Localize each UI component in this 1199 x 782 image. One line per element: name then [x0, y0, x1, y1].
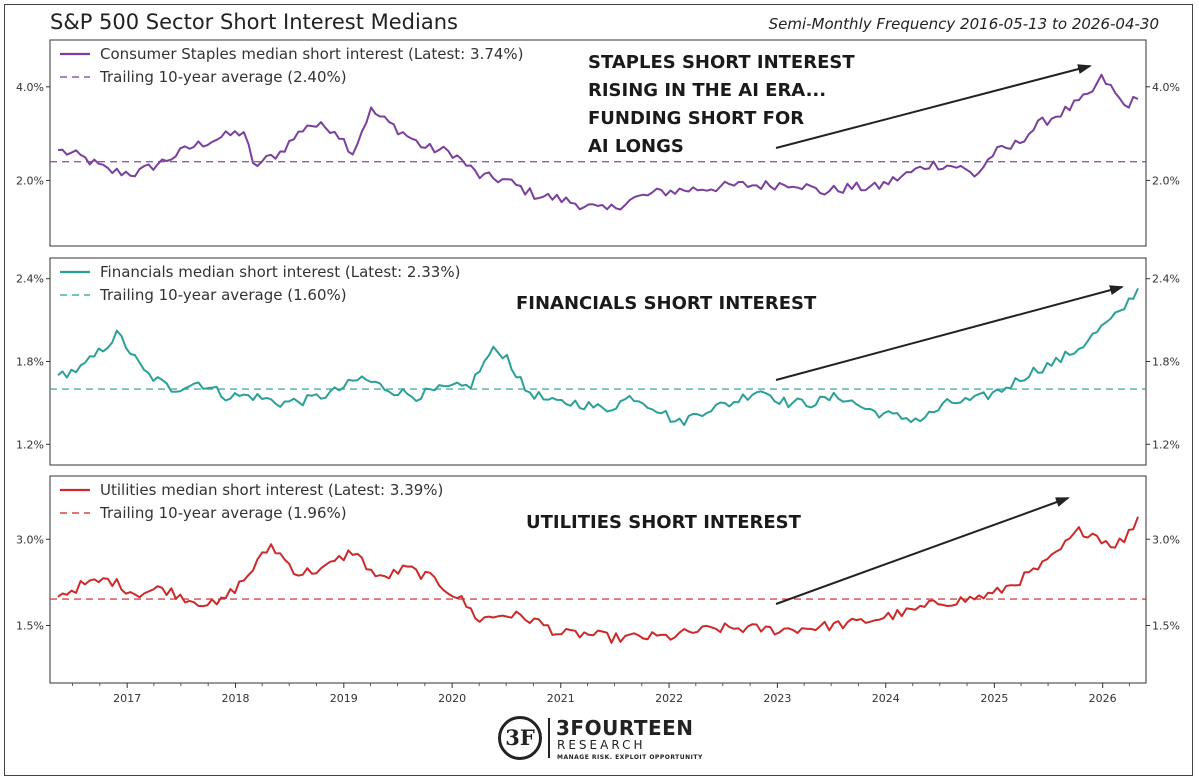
annotation-text: RISING IN THE AI ERA...: [588, 80, 826, 101]
x-tick-label: 2018: [221, 692, 249, 705]
annotation-arrow: [775, 64, 1092, 149]
y-tick-label-left: 2.0%: [16, 174, 44, 187]
y-tick-label-right: 1.2%: [1152, 438, 1180, 451]
panel-staples-frame: [49, 39, 1147, 247]
y-tick-label-left: 4.0%: [16, 81, 44, 94]
y-tick-label-right: 3.0%: [1152, 533, 1180, 546]
legend-average-label: Trailing 10-year average (1.96%): [99, 504, 347, 522]
x-tick-label: 2023: [763, 692, 791, 705]
logo-mark-icon: 3F: [498, 716, 542, 760]
legend-average-label: Trailing 10-year average (1.60%): [99, 286, 347, 304]
x-tick-label: 2025: [980, 692, 1008, 705]
y-tick-label-right: 4.0%: [1152, 81, 1180, 94]
series-line-staples: [57, 73, 1139, 211]
series-line-utilities: [57, 516, 1139, 644]
legend-series-label: Financials median short interest (Latest…: [100, 263, 460, 281]
y-tick-label-right: 2.0%: [1152, 174, 1180, 187]
annotation-text: FINANCIALS SHORT INTEREST: [516, 293, 817, 314]
logo-subtitle: RESEARCH: [557, 738, 646, 752]
annotation-text: FUNDING SHORT FOR: [588, 108, 804, 129]
annotation-text: UTILITIES SHORT INTEREST: [526, 512, 802, 533]
x-tick-label: 2020: [438, 692, 466, 705]
y-tick-label-left: 1.5%: [16, 620, 44, 633]
legend-series-label: Utilities median short interest (Latest:…: [100, 481, 443, 499]
y-tick-label-right: 1.5%: [1152, 620, 1180, 633]
logo-divider: [548, 718, 550, 758]
legend-average-label: Trailing 10-year average (2.40%): [99, 68, 347, 86]
x-tick-label: 2021: [547, 692, 575, 705]
x-tick-label: 2022: [655, 692, 683, 705]
y-tick-label-left: 2.4%: [16, 273, 44, 286]
y-tick-label-left: 1.2%: [16, 438, 44, 451]
chart-subtitle: Semi-Monthly Frequency 2016-05-13 to 202…: [768, 15, 1159, 33]
legend-series-label: Consumer Staples median short interest (…: [100, 45, 524, 63]
logo-name: 3FOURTEEN: [556, 716, 694, 740]
x-tick-label: 2024: [872, 692, 900, 705]
y-tick-label-left: 3.0%: [16, 533, 44, 546]
company-logo: 3F 3FOURTEEN RESEARCH MANAGE RISK. EXPLO…: [498, 716, 702, 768]
y-tick-label-left: 1.8%: [16, 356, 44, 369]
x-tick-label: 2017: [113, 692, 141, 705]
annotation-arrow: [775, 497, 1070, 605]
x-tick-label: 2019: [330, 692, 358, 705]
annotation-text: AI LONGS: [588, 136, 684, 157]
logo-tagline: MANAGE RISK. EXPLOIT OPPORTUNITY: [557, 754, 703, 761]
chart-frame: [4, 4, 1193, 776]
annotation-text: STAPLES SHORT INTEREST: [588, 52, 855, 73]
y-tick-label-right: 2.4%: [1152, 273, 1180, 286]
x-tick-label: 2026: [1089, 692, 1117, 705]
series-line-financials: [57, 287, 1139, 427]
y-tick-label-right: 1.8%: [1152, 356, 1180, 369]
panel-utilities-frame: [49, 475, 1147, 684]
annotation-arrow: [775, 285, 1124, 381]
chart-title: S&P 500 Sector Short Interest Medians: [50, 10, 458, 34]
